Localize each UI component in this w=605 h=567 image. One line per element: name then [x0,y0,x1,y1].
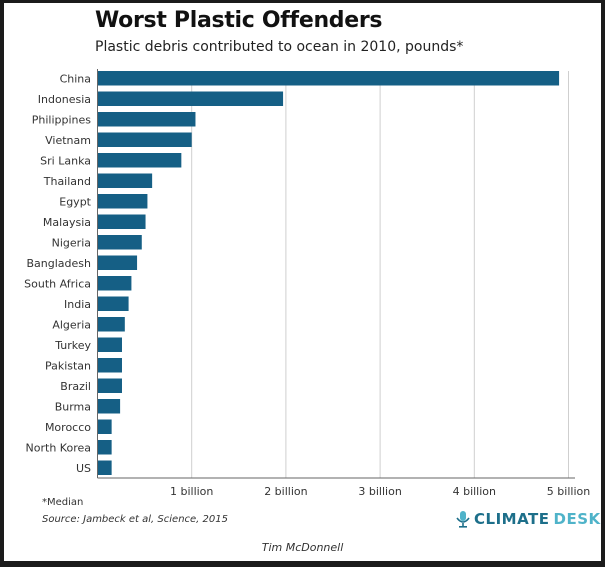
chart-subtitle: Plastic debris contributed to ocean in 2… [95,39,464,55]
footnote: *Median [42,497,84,508]
category-label: Burma [55,400,91,413]
chart-title: Worst Plastic Offenders [95,8,383,33]
bar-vietnam [97,132,192,147]
bar-brazil [97,378,122,393]
bar-nigeria [97,235,142,250]
category-label: Pakistan [45,359,91,372]
bar-algeria [97,317,125,332]
x-tick-label: 3 billion [358,485,401,498]
category-label: Turkey [54,339,91,352]
bar-turkey [97,337,122,352]
bar-bangladesh [97,255,138,270]
bar-morocco [97,419,112,434]
bar-india [97,296,129,311]
category-label: Algeria [52,318,91,331]
category-label: North Korea [26,441,91,454]
microphone-icon [456,511,470,528]
category-label: Philippines [32,113,92,126]
category-label: Brazil [60,380,91,393]
category-label: Thailand [43,175,91,188]
logo-text-climate: CLIMATE [474,510,550,528]
x-tick-label: 5 billion [547,485,590,498]
bar-pakistan [97,358,122,373]
bar-malaysia [97,214,146,229]
logo-text-desk: DESK [553,510,601,528]
x-tick-label: 2 billion [264,485,307,498]
category-label: Malaysia [43,216,91,229]
bar-sri-lanka [97,153,182,168]
category-label: Vietnam [45,134,91,147]
category-label: Bangladesh [27,257,92,270]
bar-south-africa [97,276,132,291]
x-tick-label: 4 billion [453,485,496,498]
source-note: Source: Jambeck et al, Science, 2015 [42,514,228,525]
bar-thailand [97,173,153,188]
category-label: US [76,462,91,475]
bar-egypt [97,194,148,209]
category-label: Morocco [45,421,91,434]
bar-philippines [97,112,196,127]
bar-indonesia [97,91,284,106]
x-tick-label: 1 billion [170,485,213,498]
bar-burma [97,399,121,414]
category-label: India [64,298,91,311]
category-label: Nigeria [52,236,91,249]
category-label: Sri Lanka [40,154,91,167]
category-label: China [60,72,91,85]
climate-desk-logo: CLIMATE DESK [456,510,601,528]
category-label: Egypt [59,195,91,208]
category-label: Indonesia [38,93,91,106]
author-credit: Tim McDonnell [261,541,344,554]
category-label: South Africa [24,277,91,290]
bar-china [97,71,560,86]
bar-us [97,460,112,475]
bar-north-korea [97,440,112,455]
